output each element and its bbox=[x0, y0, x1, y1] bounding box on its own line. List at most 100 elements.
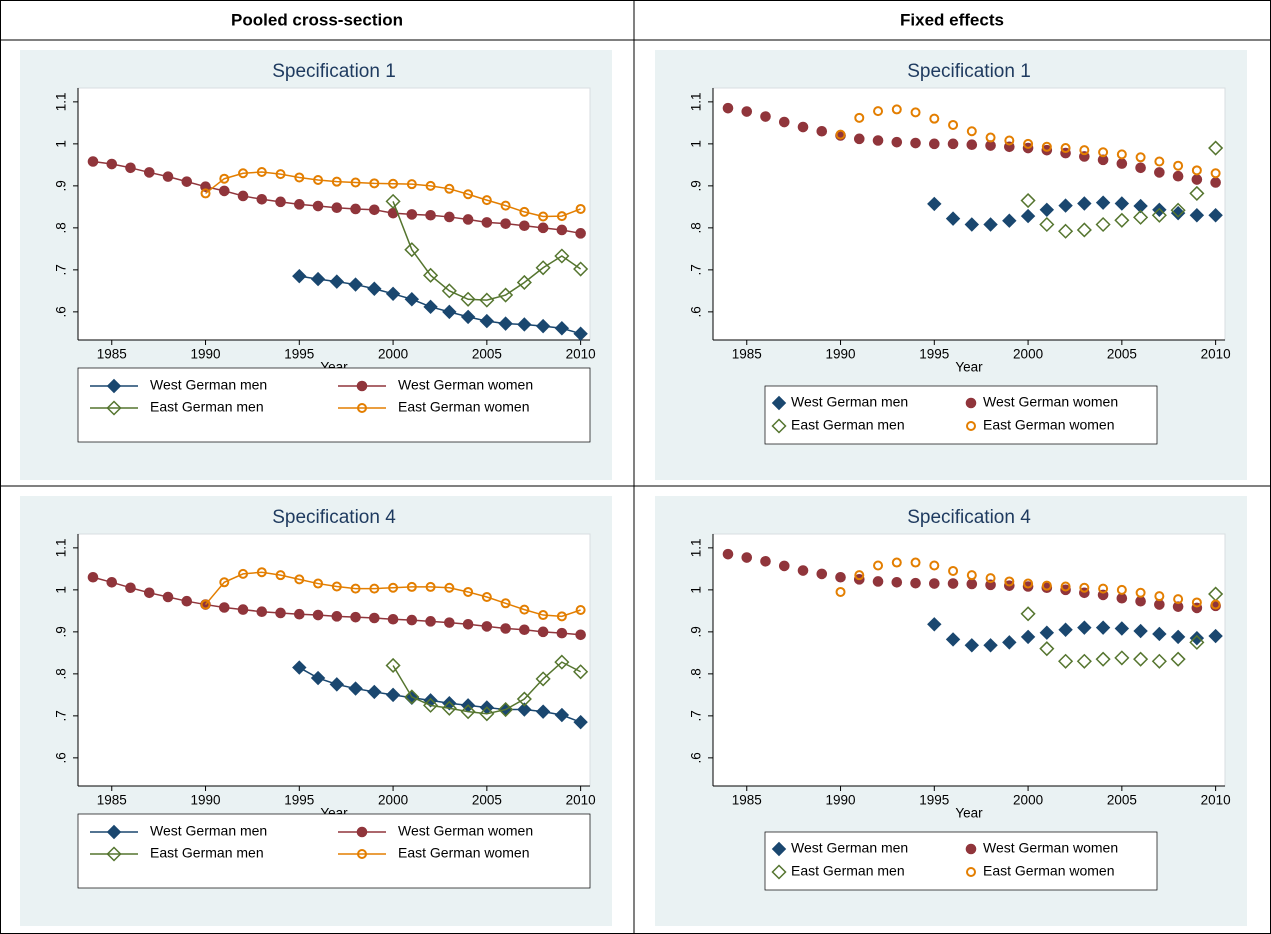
data-marker bbox=[294, 172, 305, 183]
y-tick-label: .8 bbox=[689, 222, 704, 233]
x-tick-label: 1990 bbox=[191, 793, 221, 808]
x-tick-label: 2010 bbox=[1201, 347, 1231, 362]
x-tick-label: 1995 bbox=[919, 793, 949, 808]
y-tick-label: 1.1 bbox=[689, 92, 704, 111]
chart-title: Specification 1 bbox=[907, 61, 1031, 82]
data-marker bbox=[404, 689, 420, 705]
legend-label: East German men bbox=[150, 399, 264, 415]
data-marker bbox=[181, 595, 193, 607]
chart: Specification 4 .6 .7 .8 .9 1 1.1 1985 1990 1995 2… bbox=[20, 496, 612, 926]
data-marker bbox=[1060, 143, 1071, 154]
series-line bbox=[392, 661, 581, 715]
data-marker bbox=[1114, 650, 1130, 666]
legend-marker bbox=[106, 846, 122, 862]
legend-label: West German men bbox=[791, 840, 908, 856]
data-marker bbox=[1170, 202, 1186, 218]
data-marker bbox=[517, 702, 532, 717]
data-marker bbox=[891, 557, 902, 568]
data-marker bbox=[741, 552, 753, 563]
plot-region bbox=[712, 533, 1226, 787]
data-marker bbox=[423, 693, 438, 708]
data-marker bbox=[1170, 651, 1186, 667]
data-marker bbox=[162, 171, 174, 182]
data-marker bbox=[891, 136, 903, 148]
y-tick-label: 1.1 bbox=[54, 92, 69, 111]
data-marker bbox=[406, 179, 417, 190]
y-tick-label: 1 bbox=[689, 586, 704, 594]
data-marker bbox=[500, 200, 511, 211]
data-marker bbox=[1095, 620, 1111, 635]
data-marker bbox=[1114, 196, 1130, 211]
data-marker bbox=[519, 624, 530, 636]
data-marker bbox=[1151, 653, 1167, 669]
data-marker bbox=[1058, 622, 1073, 637]
data-marker bbox=[125, 582, 136, 594]
data-marker bbox=[1135, 162, 1146, 174]
data-marker bbox=[538, 610, 549, 621]
data-marker bbox=[1023, 578, 1034, 589]
x-tick-label: 1985 bbox=[732, 347, 762, 362]
data-marker bbox=[985, 132, 996, 143]
y-tick-label: 1.1 bbox=[54, 538, 69, 557]
data-marker bbox=[406, 614, 418, 626]
x-tick-label: 1985 bbox=[97, 347, 127, 362]
data-marker bbox=[722, 548, 734, 560]
data-marker bbox=[387, 613, 399, 625]
data-marker bbox=[369, 583, 380, 594]
x-tick-label: 2000 bbox=[378, 347, 408, 362]
legend-label: East German men bbox=[150, 845, 264, 861]
data-marker bbox=[256, 606, 268, 617]
data-marker bbox=[519, 206, 530, 217]
legend-marker bbox=[771, 864, 787, 880]
data-marker bbox=[369, 178, 380, 189]
data-marker bbox=[535, 318, 551, 334]
data-marker bbox=[983, 638, 998, 653]
data-marker bbox=[1135, 152, 1146, 163]
data-marker bbox=[1095, 651, 1111, 667]
data-marker bbox=[1020, 606, 1036, 622]
data-marker bbox=[218, 602, 230, 613]
data-marker bbox=[1098, 147, 1109, 158]
data-marker bbox=[872, 576, 884, 587]
series-line bbox=[392, 201, 582, 301]
legend-label: West German men bbox=[150, 823, 267, 839]
legend-label: West German women bbox=[398, 377, 533, 393]
y-tick-label: 1 bbox=[689, 140, 704, 148]
data-marker bbox=[554, 248, 570, 264]
legend-label: West German men bbox=[791, 394, 908, 410]
data-marker bbox=[441, 283, 457, 299]
data-marker bbox=[275, 169, 286, 180]
column-header: Fixed effects bbox=[900, 10, 1004, 29]
data-marker bbox=[442, 696, 457, 711]
y-tick-label: .6 bbox=[54, 752, 69, 763]
y-tick-label: .6 bbox=[689, 306, 704, 317]
data-marker bbox=[945, 211, 961, 226]
data-marker bbox=[294, 199, 305, 210]
data-marker bbox=[1154, 599, 1165, 610]
data-marker bbox=[385, 286, 401, 302]
legend-marker bbox=[106, 824, 122, 840]
legend-box bbox=[764, 385, 1158, 445]
data-marker bbox=[385, 193, 401, 209]
data-marker bbox=[312, 609, 324, 621]
data-marker bbox=[406, 209, 418, 220]
data-marker bbox=[1172, 170, 1184, 182]
data-marker bbox=[1133, 198, 1148, 214]
data-marker bbox=[1098, 583, 1109, 594]
data-marker bbox=[275, 196, 286, 208]
x-tick-label: 1990 bbox=[826, 347, 856, 362]
data-marker bbox=[143, 587, 155, 599]
chart: Specification 1 .6 .7 .8 .9 1 1.1 1985 1990 1995 2… bbox=[20, 50, 612, 480]
data-marker bbox=[1022, 581, 1034, 592]
data-marker bbox=[1208, 208, 1223, 223]
data-marker bbox=[816, 568, 828, 580]
y-tick-label: .9 bbox=[689, 626, 704, 637]
data-marker bbox=[983, 217, 998, 232]
data-marker bbox=[1097, 154, 1109, 166]
data-marker bbox=[1116, 584, 1127, 595]
data-marker bbox=[1002, 213, 1017, 228]
legend-label: West German women bbox=[983, 840, 1118, 856]
data-marker bbox=[1039, 641, 1055, 657]
data-marker bbox=[760, 556, 771, 567]
